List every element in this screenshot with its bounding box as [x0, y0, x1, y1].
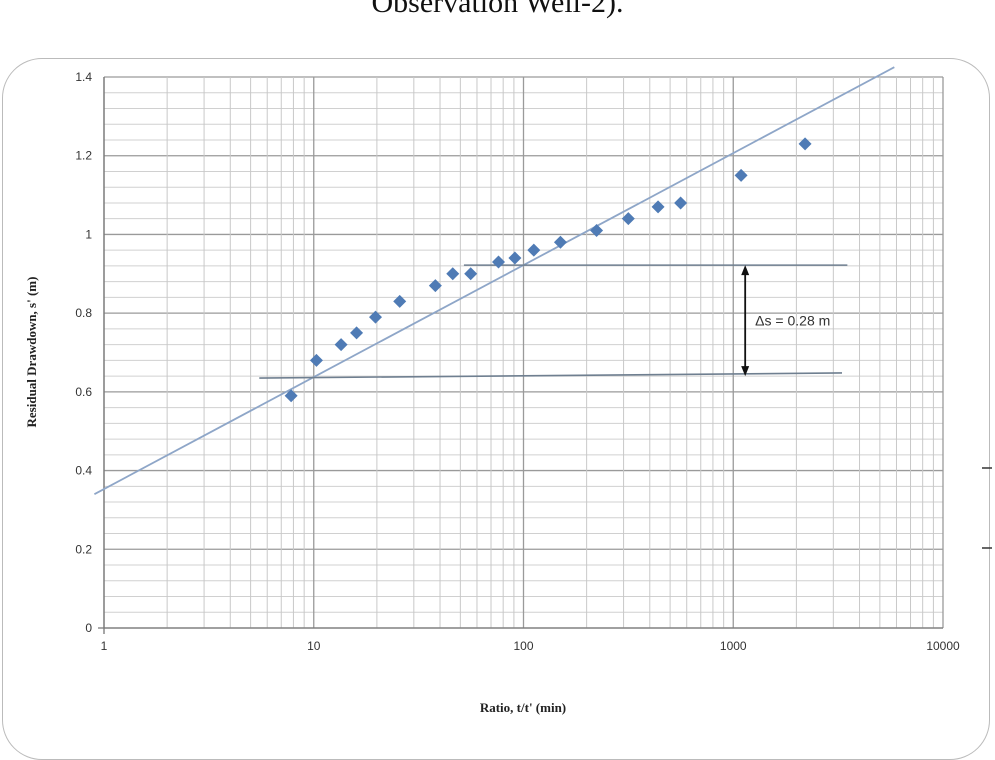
x-tick-label: 1 [101, 639, 108, 653]
data-point [393, 294, 407, 308]
x-tick-label: 10 [307, 639, 321, 653]
x-tick-label: 100 [513, 639, 533, 653]
y-tick-label: 0 [85, 621, 92, 635]
data-point [309, 353, 323, 367]
grid [98, 76, 944, 634]
reference-line [259, 372, 843, 379]
x-tick-label: 10000 [926, 639, 960, 653]
fit-line [93, 66, 895, 495]
x-tick-label: 1000 [720, 639, 747, 653]
data-point [508, 251, 522, 265]
tick-labels: 0 0.2 0.4 0.6 0.8 1 1.2 1.4 1 10 100 1000 10000 [75, 70, 960, 653]
data-point [734, 168, 748, 182]
y-tick-label: 1.4 [75, 70, 92, 84]
data-point [464, 267, 478, 281]
lines [93, 66, 895, 495]
data-point [350, 326, 364, 340]
y-axis-label: Residual Drawdown, s' (m) [24, 277, 39, 428]
data-point [334, 338, 348, 352]
y-tick-label: 1.2 [75, 149, 92, 163]
data-point [674, 196, 688, 210]
delta-s-annotation: Δs = 0.28 m [755, 313, 830, 329]
data-point [798, 137, 812, 151]
arrow-head-down [741, 366, 750, 377]
y-tick-label: 0.8 [75, 306, 92, 320]
data-point [621, 212, 635, 226]
data-point [492, 255, 506, 269]
data-point [284, 389, 298, 403]
arrow-head-up [741, 265, 750, 276]
chart: 0 0.2 0.4 0.6 0.8 1 1.2 1.4 1 10 100 1000 10000 Rati… [24, 66, 992, 715]
y-tick-label: 1 [85, 227, 92, 241]
data-point [651, 200, 665, 214]
figure-caption: Observation Well-2). [371, 0, 624, 19]
data-point [590, 223, 604, 237]
x-axis-label: Ratio, t/t' (min) [480, 700, 566, 715]
y-tick-label: 0.6 [75, 385, 92, 399]
data-point [527, 243, 541, 257]
data-point [428, 279, 442, 293]
data-point [446, 267, 460, 281]
y-tick-label: 0.4 [75, 464, 92, 478]
y-tick-label: 0.2 [75, 542, 92, 556]
data-point [369, 310, 383, 324]
data-point [553, 235, 567, 249]
data-points [284, 137, 812, 403]
